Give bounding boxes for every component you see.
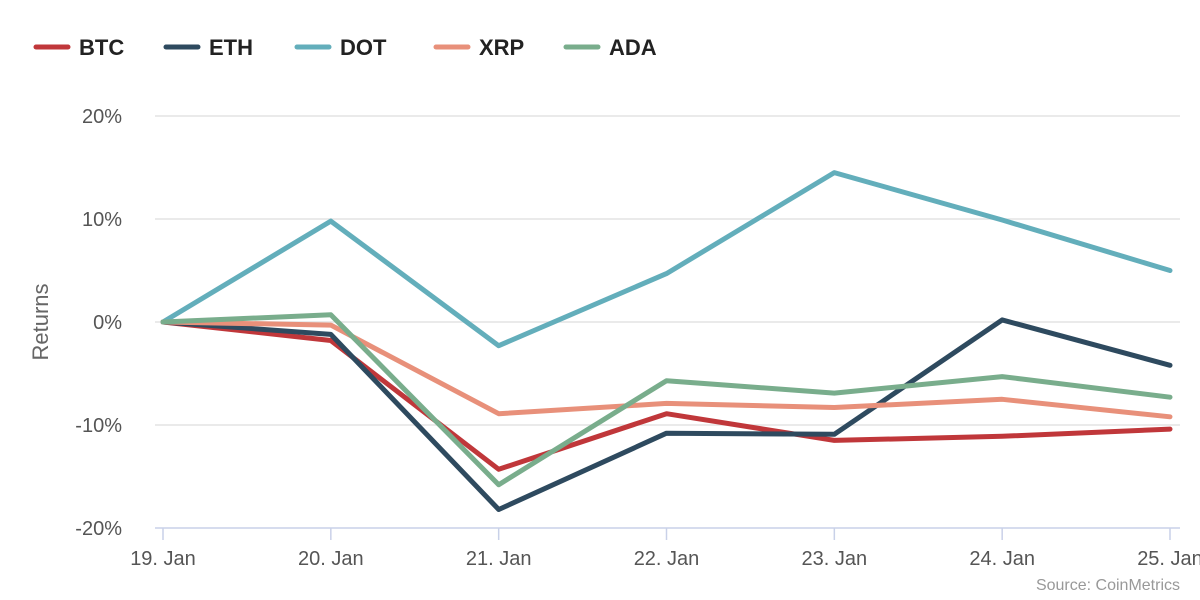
legend: BTC ETH DOT XRP ADA bbox=[33, 35, 657, 60]
series-line-eth[interactable] bbox=[160, 317, 1173, 512]
legend-label: ETH bbox=[209, 35, 253, 60]
x-tick-label: 24. Jan bbox=[969, 548, 1035, 570]
x-tick-label: 20. Jan bbox=[298, 548, 364, 570]
series-line-btc[interactable] bbox=[160, 319, 1173, 472]
y-tick-label: 20% bbox=[82, 106, 122, 128]
legend-item-btc[interactable]: BTC bbox=[33, 35, 124, 60]
credit-text: Source: CoinMetrics bbox=[1036, 577, 1180, 594]
y-axis-title: Returns bbox=[28, 283, 53, 360]
y-tick-label: -20% bbox=[75, 518, 122, 540]
legend-item-dot[interactable]: DOT bbox=[294, 35, 387, 60]
legend-label: DOT bbox=[340, 35, 387, 60]
y-tick-label: 10% bbox=[82, 209, 122, 231]
legend-label: BTC bbox=[79, 35, 124, 60]
x-tick-label: 23. Jan bbox=[802, 548, 868, 570]
legend-label: XRP bbox=[479, 35, 524, 60]
series-lines bbox=[160, 170, 1173, 512]
x-tick-label: 21. Jan bbox=[466, 548, 532, 570]
x-axis: 19. Jan 20. Jan 21. Jan 22. Jan 23. Jan 24. J… bbox=[130, 527, 1200, 570]
y-tick-label: 0% bbox=[93, 312, 122, 334]
series-line-ada[interactable] bbox=[160, 312, 1173, 488]
y-tick-label: -10% bbox=[75, 415, 122, 437]
legend-item-ada[interactable]: ADA bbox=[563, 35, 657, 60]
x-tick-label: 22. Jan bbox=[634, 548, 700, 570]
legend-label: ADA bbox=[609, 35, 657, 60]
series-line-dot[interactable] bbox=[160, 170, 1173, 349]
legend-item-eth[interactable]: ETH bbox=[163, 35, 253, 60]
y-tick-labels: -20% -10% 0% 10% 20% bbox=[75, 106, 122, 540]
legend-item-xrp[interactable]: XRP bbox=[433, 35, 524, 60]
x-tick-label: 19. Jan bbox=[130, 548, 196, 570]
x-tick-label: 25. Jan bbox=[1137, 548, 1200, 570]
series-line-xrp[interactable] bbox=[160, 319, 1173, 420]
